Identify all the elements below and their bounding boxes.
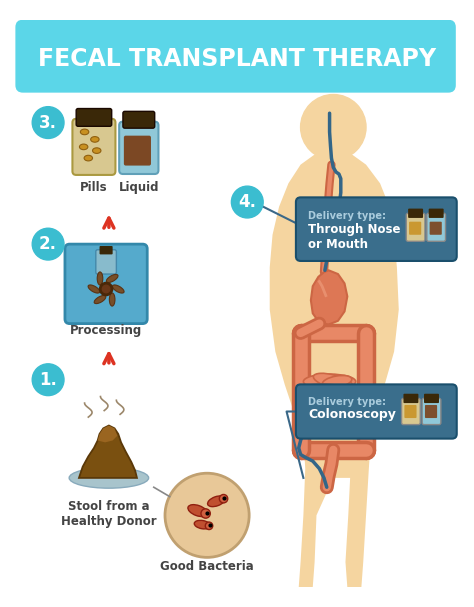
Polygon shape — [98, 426, 117, 443]
Ellipse shape — [194, 520, 210, 529]
Text: 4.: 4. — [238, 193, 256, 211]
FancyBboxPatch shape — [124, 135, 151, 166]
Ellipse shape — [84, 155, 92, 161]
Ellipse shape — [303, 384, 356, 398]
Ellipse shape — [97, 272, 103, 285]
FancyBboxPatch shape — [424, 394, 439, 403]
Polygon shape — [79, 426, 137, 478]
Ellipse shape — [326, 386, 348, 396]
FancyBboxPatch shape — [429, 222, 442, 235]
Ellipse shape — [188, 504, 208, 517]
Polygon shape — [311, 270, 347, 325]
FancyBboxPatch shape — [73, 119, 116, 175]
Circle shape — [205, 522, 213, 529]
Ellipse shape — [313, 373, 353, 390]
FancyBboxPatch shape — [65, 244, 147, 324]
Circle shape — [165, 473, 249, 557]
Text: Colonoscopy: Colonoscopy — [308, 408, 396, 421]
Circle shape — [32, 364, 64, 396]
FancyBboxPatch shape — [401, 398, 420, 424]
Circle shape — [32, 228, 64, 260]
Text: FECAL TRANSPLANT THERAPY: FECAL TRANSPLANT THERAPY — [38, 47, 436, 71]
Polygon shape — [270, 152, 399, 588]
Ellipse shape — [112, 285, 124, 293]
Ellipse shape — [80, 144, 88, 150]
FancyBboxPatch shape — [427, 213, 446, 242]
Text: Delivery type:: Delivery type: — [308, 396, 386, 407]
FancyBboxPatch shape — [403, 394, 419, 403]
Text: 2.: 2. — [39, 235, 57, 253]
FancyBboxPatch shape — [296, 197, 457, 261]
Text: Good Bacteria: Good Bacteria — [160, 560, 254, 573]
Ellipse shape — [109, 293, 115, 306]
Circle shape — [32, 107, 64, 138]
Text: Stool from a
Healthy Donor: Stool from a Healthy Donor — [61, 500, 157, 528]
Circle shape — [231, 186, 263, 218]
FancyBboxPatch shape — [406, 213, 425, 242]
Ellipse shape — [305, 394, 354, 407]
Ellipse shape — [208, 496, 225, 507]
Text: 1.: 1. — [39, 371, 57, 388]
FancyBboxPatch shape — [96, 249, 117, 274]
FancyBboxPatch shape — [15, 19, 456, 93]
FancyBboxPatch shape — [428, 209, 444, 218]
Ellipse shape — [81, 129, 89, 135]
Text: Processing: Processing — [70, 324, 142, 337]
Ellipse shape — [322, 376, 352, 388]
FancyBboxPatch shape — [100, 246, 113, 254]
FancyBboxPatch shape — [76, 109, 112, 126]
Circle shape — [100, 282, 113, 296]
Ellipse shape — [303, 374, 356, 389]
Ellipse shape — [94, 296, 106, 304]
Ellipse shape — [91, 137, 99, 142]
FancyBboxPatch shape — [119, 121, 158, 174]
FancyBboxPatch shape — [422, 398, 441, 424]
FancyBboxPatch shape — [123, 111, 155, 128]
Text: 3.: 3. — [39, 114, 57, 132]
Ellipse shape — [92, 148, 101, 154]
Text: Through Nose
or Mouth: Through Nose or Mouth — [308, 223, 401, 251]
Ellipse shape — [69, 467, 149, 488]
FancyBboxPatch shape — [425, 405, 437, 418]
Ellipse shape — [106, 274, 118, 282]
Ellipse shape — [315, 385, 352, 397]
FancyBboxPatch shape — [404, 405, 417, 418]
Ellipse shape — [328, 396, 346, 404]
Text: Delivery type:: Delivery type: — [308, 211, 386, 222]
Circle shape — [219, 495, 228, 503]
Circle shape — [102, 285, 110, 293]
Text: Liquid: Liquid — [118, 181, 159, 194]
FancyBboxPatch shape — [296, 384, 457, 439]
Circle shape — [301, 95, 366, 160]
Text: Pills: Pills — [80, 181, 108, 194]
Ellipse shape — [317, 395, 350, 406]
FancyBboxPatch shape — [409, 222, 421, 235]
Ellipse shape — [88, 285, 100, 293]
Circle shape — [201, 509, 210, 518]
FancyBboxPatch shape — [408, 209, 423, 218]
